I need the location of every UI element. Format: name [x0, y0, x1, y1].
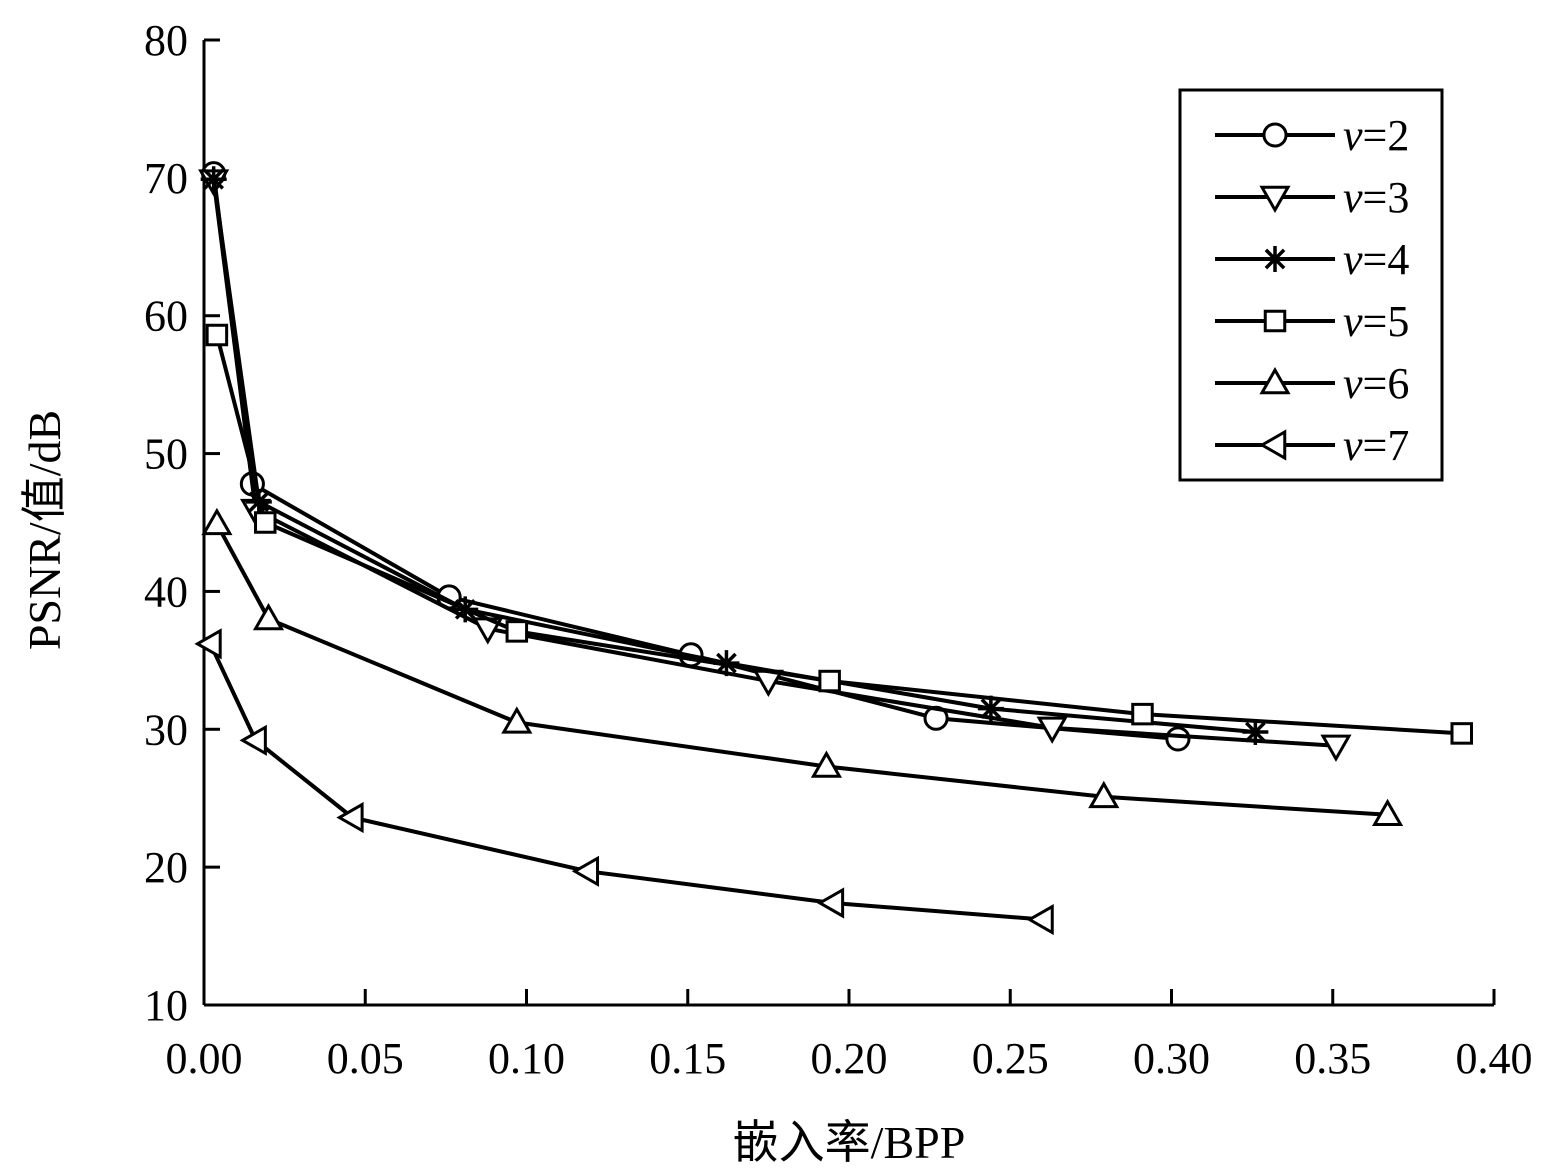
data-point — [194, 628, 222, 660]
legend-value: =5 — [1363, 297, 1410, 346]
data-point — [336, 801, 364, 834]
legend-marker — [1259, 366, 1291, 395]
legend-label: v=3 — [1343, 173, 1409, 222]
series-v5 — [205, 323, 1473, 745]
y-tick-label: 50 — [144, 430, 188, 479]
data-point — [201, 507, 233, 536]
legend-value: =3 — [1363, 173, 1410, 222]
data-point — [816, 887, 845, 919]
series-line — [211, 178, 1256, 734]
data-point — [977, 695, 1004, 722]
x-tick-label: 0.20 — [811, 1034, 888, 1083]
x-tick-label: 0.35 — [1294, 1034, 1371, 1083]
legend-box — [1178, 88, 1444, 482]
legend-label: v=7 — [1343, 421, 1409, 470]
series-group — [194, 161, 1473, 936]
legend-var: v — [1343, 359, 1363, 408]
x-tick-label: 0.00 — [166, 1034, 243, 1083]
legend-value: =7 — [1363, 421, 1410, 470]
data-point — [1242, 719, 1269, 746]
data-point — [1026, 903, 1054, 936]
series-line — [208, 642, 1043, 922]
data-point — [239, 724, 267, 756]
legend-label: v=6 — [1343, 359, 1409, 408]
legend-label: v=2 — [1343, 111, 1409, 160]
y-ticks: 10 20 30 40 50 60 70 80 — [144, 16, 220, 1030]
legend-value: =4 — [1363, 235, 1410, 284]
series-v2 — [201, 161, 1191, 752]
legend-marker — [1258, 429, 1287, 461]
y-tick-label: 70 — [144, 154, 188, 203]
legend-var: v — [1343, 173, 1363, 222]
data-point — [1036, 716, 1068, 744]
data-point — [1450, 722, 1473, 745]
legend-marker — [1262, 122, 1288, 148]
legend-label: v=4 — [1343, 235, 1409, 284]
x-tick-label: 0.25 — [972, 1034, 1049, 1083]
data-point — [200, 166, 227, 193]
data-point — [1320, 734, 1352, 762]
series-line — [215, 522, 1388, 817]
legend-value: =2 — [1363, 111, 1410, 160]
y-tick-label: 10 — [144, 981, 188, 1030]
data-point — [501, 706, 533, 734]
legend-value: =6 — [1363, 359, 1410, 408]
series-v6 — [201, 507, 1404, 827]
y-tick-label: 20 — [144, 843, 188, 892]
y-tick-label: 40 — [144, 567, 188, 616]
legend-entry: v=2 — [1215, 111, 1409, 160]
legend-marker — [1259, 185, 1291, 214]
data-point — [205, 323, 229, 347]
x-tick-label: 0.15 — [649, 1034, 726, 1083]
legend-entry: v=5 — [1215, 297, 1409, 346]
x-tick-label: 0.30 — [1133, 1034, 1210, 1083]
legend-label: v=5 — [1343, 297, 1409, 346]
legend: v=2v=3v=4v=5v=6v=7 — [1178, 88, 1444, 482]
legend-var: v — [1343, 297, 1363, 346]
x-tick-label: 0.05 — [327, 1034, 404, 1083]
y-axis-title: PSNR/值/dB — [19, 410, 70, 650]
series-line — [211, 180, 1337, 748]
x-ticks: 0.00 0.05 0.10 0.15 0.20 0.25 0.30 0.35 0.40 — [166, 989, 1533, 1083]
data-point — [1165, 726, 1191, 752]
data-point — [1131, 702, 1154, 726]
x-tick-label: 0.40 — [1456, 1034, 1533, 1083]
data-point — [571, 855, 600, 887]
series-v7 — [194, 628, 1054, 936]
legend-entry: v=7 — [1215, 421, 1409, 470]
data-point — [1088, 780, 1120, 809]
x-tick-label: 0.10 — [488, 1034, 565, 1083]
legend-var: v — [1343, 421, 1363, 470]
legend-marker — [1263, 309, 1287, 333]
data-point — [818, 669, 841, 693]
data-point — [1371, 798, 1404, 827]
data-point — [252, 602, 285, 631]
legend-var: v — [1343, 111, 1363, 160]
y-tick-label: 80 — [144, 16, 188, 65]
legend-var: v — [1343, 235, 1363, 284]
x-axis-title: 嵌入率/BPP — [733, 1117, 966, 1168]
data-point — [254, 511, 277, 534]
data-point — [810, 750, 843, 778]
data-point — [505, 620, 529, 643]
legend-marker — [1262, 246, 1288, 272]
y-tick-label: 60 — [144, 292, 188, 341]
legend-entry: v=4 — [1215, 235, 1409, 284]
legend-entry: v=3 — [1215, 173, 1409, 222]
legend-entry: v=6 — [1215, 359, 1409, 408]
y-tick-label: 30 — [144, 705, 188, 754]
series-line — [214, 334, 1462, 736]
